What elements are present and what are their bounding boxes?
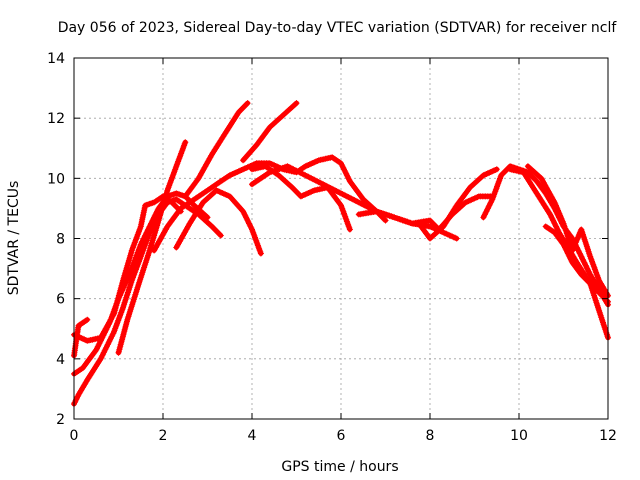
x-tick-label: 12: [599, 428, 617, 444]
x-tick-label: 8: [426, 428, 435, 444]
grid-layer: [74, 58, 608, 419]
y-tick-label: 8: [56, 232, 65, 248]
y-tick-label: 10: [47, 171, 65, 187]
chart-title: Day 056 of 2023, Sidereal Day-to-day VTE…: [58, 20, 618, 36]
series-layer: [71, 100, 611, 407]
series-trace: [507, 166, 611, 341]
x-tick-label: 6: [337, 428, 346, 444]
x-tick-label: 10: [510, 428, 528, 444]
x-tick-label: 4: [248, 428, 257, 444]
y-tick-label: 14: [47, 51, 65, 67]
series-markers: [507, 166, 611, 341]
y-tick-label: 4: [56, 352, 65, 368]
x-tick-label: 0: [70, 428, 79, 444]
y-axis-label: SDTVAR / TECUs: [6, 181, 22, 296]
series-trace: [249, 163, 495, 232]
x-tick-label: 2: [159, 428, 168, 444]
series-markers: [240, 100, 300, 164]
series-markers: [542, 223, 611, 305]
x-axis-label: GPS time / hours: [281, 459, 398, 475]
series-markers: [524, 163, 611, 299]
series-markers: [115, 139, 189, 356]
series-markers: [182, 100, 251, 200]
y-tick-label: 6: [56, 292, 65, 308]
series-markers: [173, 187, 264, 257]
y-tick-label: 12: [47, 111, 65, 127]
series-markers: [418, 166, 500, 242]
y-tick-label: 2: [56, 412, 65, 428]
series-markers: [249, 163, 496, 233]
